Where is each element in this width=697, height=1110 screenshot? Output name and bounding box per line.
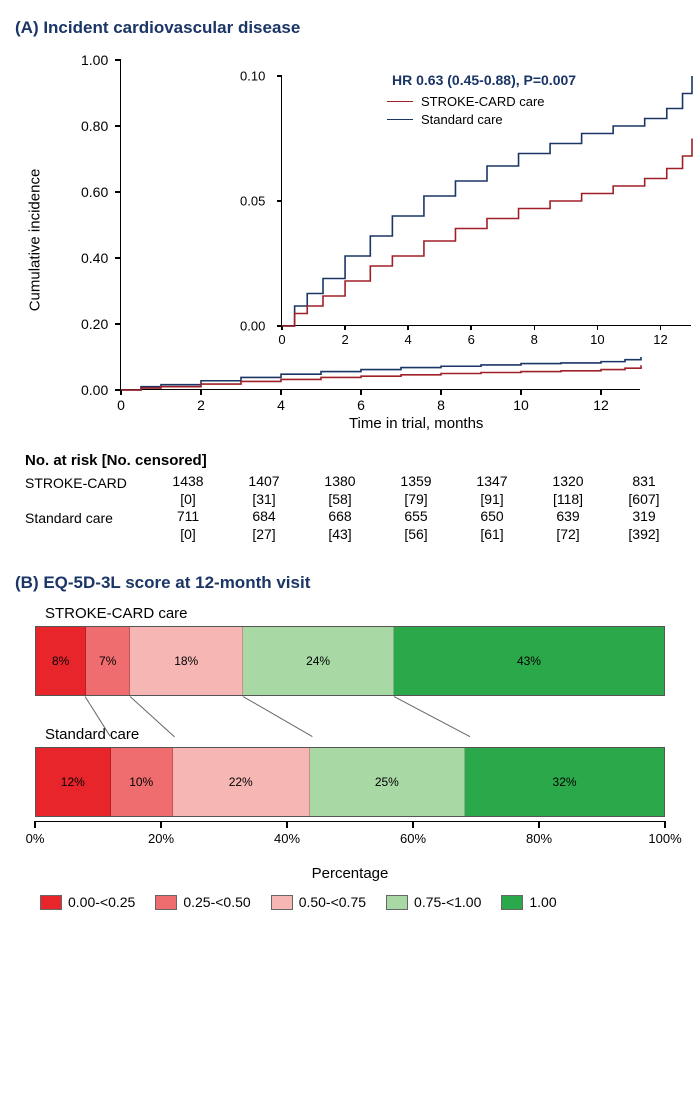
connector-line bbox=[129, 696, 174, 737]
risk-cell: 1438[0] bbox=[150, 473, 226, 508]
bar-segment: 43% bbox=[394, 627, 664, 695]
y-tick-label: 0.60 bbox=[81, 184, 108, 200]
risk-cell: 1407[31] bbox=[226, 473, 302, 508]
x-tick-label: 12 bbox=[593, 397, 609, 413]
panel-a-title: (A) Incident cardiovascular disease bbox=[15, 18, 682, 38]
legend-label: 0.50-<0.75 bbox=[299, 894, 366, 910]
bar-segment: 8% bbox=[36, 627, 86, 695]
risk-cell: 831[607] bbox=[606, 473, 682, 508]
legend-swatch-icon bbox=[155, 895, 177, 910]
inset-x-tick: 12 bbox=[653, 332, 667, 347]
risk-row: STROKE-CARD1438[0]1407[31]1380[58]1359[7… bbox=[25, 473, 682, 508]
xb-tick-label: 80% bbox=[526, 831, 552, 846]
xb-tick-label: 100% bbox=[648, 831, 681, 846]
bar-segment: 22% bbox=[173, 748, 310, 816]
legend-label: 0.25-<0.50 bbox=[183, 894, 250, 910]
bar-segment: 25% bbox=[310, 748, 465, 816]
bar-label-top: STROKE-CARD care bbox=[45, 605, 685, 622]
legend-swatch-icon bbox=[386, 895, 408, 910]
connector-line bbox=[85, 696, 111, 737]
x-tick-label: 10 bbox=[513, 397, 529, 413]
x-tick-label: 2 bbox=[197, 397, 205, 413]
legend-item: 0.75-<1.00 bbox=[386, 894, 481, 910]
xb-tick-label: 0% bbox=[26, 831, 45, 846]
risk-cell: 668[43] bbox=[302, 508, 378, 543]
risk-cell: 639[72] bbox=[530, 508, 606, 543]
bar-segment: 32% bbox=[465, 748, 664, 816]
main-plot-area: HR 0.63 (0.45-0.88), P=0.007 STROKE-CARD… bbox=[120, 60, 640, 390]
legend-swatch-icon bbox=[501, 895, 523, 910]
risk-table: No. at risk [No. censored] STROKE-CARD14… bbox=[25, 452, 682, 543]
connectors bbox=[35, 696, 665, 736]
y-tick-label: 0.00 bbox=[81, 382, 108, 398]
risk-row-label: Standard care bbox=[25, 508, 150, 526]
stacked-bar-area: STROKE-CARD care 8%7%18%24%43% Standard … bbox=[15, 605, 685, 910]
bar-segment: 10% bbox=[111, 748, 173, 816]
risk-row-label: STROKE-CARD bbox=[25, 473, 150, 491]
bar-segment: 18% bbox=[130, 627, 243, 695]
risk-cell: 711[0] bbox=[150, 508, 226, 543]
x-tick-label: 6 bbox=[357, 397, 365, 413]
x-axis-label: Time in trial, months bbox=[349, 415, 483, 432]
risk-cell: 684[27] bbox=[226, 508, 302, 543]
risk-row: Standard care711[0]684[27]668[43]655[56]… bbox=[25, 508, 682, 543]
panel-b-legend: 0.00-<0.25 0.25-<0.50 0.50-<0.75 0.75-<1.00… bbox=[40, 894, 685, 910]
legend-item: 1.00 bbox=[501, 894, 556, 910]
risk-cell: 655[56] bbox=[378, 508, 454, 543]
risk-table-title: No. at risk [No. censored] bbox=[25, 452, 682, 469]
panel-a-plot: Cumulative incidence HR 0.63 (0.45-0.88)… bbox=[45, 50, 685, 430]
legend-label: 0.75-<1.00 bbox=[414, 894, 481, 910]
bar-segment: 24% bbox=[243, 627, 394, 695]
legend-swatch-icon bbox=[271, 895, 293, 910]
legend-item: 0.00-<0.25 bbox=[40, 894, 135, 910]
y-tick-label: 0.20 bbox=[81, 316, 108, 332]
risk-cell: 1380[58] bbox=[302, 473, 378, 508]
legend-label: 0.00-<0.25 bbox=[68, 894, 135, 910]
risk-cell: 319[392] bbox=[606, 508, 682, 543]
risk-cell: 650[61] bbox=[454, 508, 530, 543]
xb-tick-label: 20% bbox=[148, 831, 174, 846]
panel-b: (B) EQ-5D-3L score at 12-month visit STR… bbox=[15, 573, 682, 910]
y-axis-label: Cumulative incidence bbox=[27, 169, 44, 312]
connector-line bbox=[243, 696, 313, 737]
risk-cell: 1359[79] bbox=[378, 473, 454, 508]
bar-segment: 12% bbox=[36, 748, 111, 816]
y-tick-label: 0.80 bbox=[81, 118, 108, 134]
legend-item: 0.50-<0.75 bbox=[271, 894, 366, 910]
risk-cell: 1347[91] bbox=[454, 473, 530, 508]
xb-tick-label: 40% bbox=[274, 831, 300, 846]
y-tick-label: 1.00 bbox=[81, 52, 108, 68]
stacked-bar-bottom: 12%10%22%25%32% bbox=[35, 747, 665, 817]
panel-b-x-label: Percentage bbox=[15, 865, 685, 882]
y-tick-label: 0.40 bbox=[81, 250, 108, 266]
panel-b-title: (B) EQ-5D-3L score at 12-month visit bbox=[15, 573, 682, 593]
legend-item: 0.25-<0.50 bbox=[155, 894, 250, 910]
x-tick-label: 8 bbox=[437, 397, 445, 413]
legend-label: 1.00 bbox=[529, 894, 556, 910]
x-tick-label: 4 bbox=[277, 397, 285, 413]
bar-segment: 7% bbox=[86, 627, 130, 695]
x-tick-label: 0 bbox=[117, 397, 125, 413]
panel-a: (A) Incident cardiovascular disease Cumu… bbox=[15, 18, 682, 543]
figure-root: (A) Incident cardiovascular disease Cumu… bbox=[0, 0, 697, 930]
xb-tick-label: 60% bbox=[400, 831, 426, 846]
connector-line bbox=[394, 696, 470, 737]
panel-b-x-axis: 0%20%40%60%80%100% bbox=[35, 821, 665, 863]
legend-swatch-icon bbox=[40, 895, 62, 910]
stacked-bar-top: 8%7%18%24%43% bbox=[35, 626, 665, 696]
risk-cell: 1320[118] bbox=[530, 473, 606, 508]
